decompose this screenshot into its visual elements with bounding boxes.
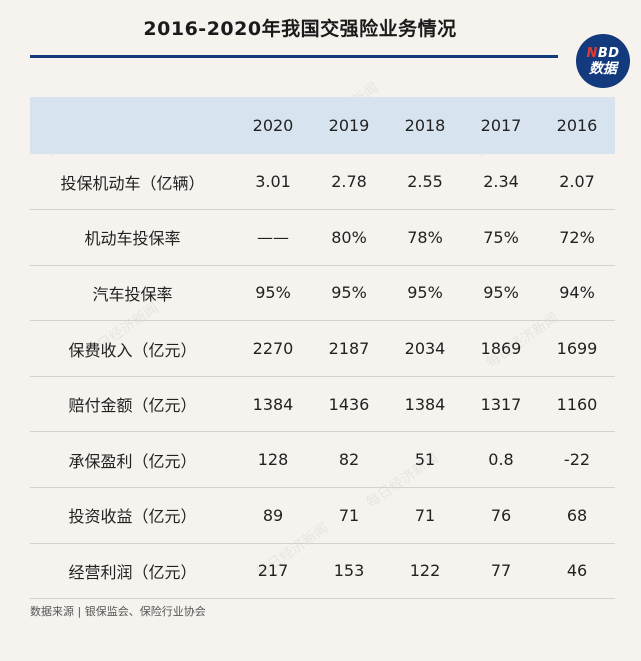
table-cell: 78%	[407, 227, 443, 247]
column-header-year: 2017	[480, 116, 522, 135]
column-header-year: 2018	[404, 116, 446, 135]
table-row: 保费收入（亿元） 2270 2187 2034 1869 1699	[30, 321, 615, 377]
table-cell: 76	[490, 505, 512, 525]
table-cell: 1160	[556, 394, 598, 414]
row-label: 机动车投保率	[84, 229, 181, 249]
table-cell: 0.8	[488, 450, 514, 470]
table-cell: 2270	[252, 339, 294, 359]
title-underline	[30, 55, 558, 58]
row-label: 汽车投保率	[92, 284, 173, 304]
table-cell: 72%	[559, 227, 595, 247]
page-title: 2016-2020年我国交强险业务情况	[143, 18, 457, 40]
table-row: 机动车投保率 —— 80% 78% 75% 72%	[30, 210, 615, 266]
table-cell: 95%	[255, 283, 291, 303]
table-header-row: 2020 2019 2018 2017 2016	[30, 97, 615, 154]
table-cell: 94%	[559, 283, 595, 303]
table-row: 赔付金额（亿元） 1384 1436 1384 1317 1160	[30, 376, 615, 432]
table-cell: 122	[409, 561, 441, 581]
table-cell: 75%	[483, 227, 519, 247]
table-row: 投资收益（亿元） 89 71 71 76 68	[30, 488, 615, 544]
table-row: 投保机动车（亿辆） 3.01 2.78 2.55 2.34 2.07	[30, 154, 615, 210]
table-cell: 1384	[404, 394, 446, 414]
table-cell: 3.01	[255, 172, 291, 192]
header-corner	[30, 97, 235, 154]
nbd-logo: NBD 数据	[576, 34, 630, 88]
table-cell: 217	[257, 561, 289, 581]
table-cell: 1436	[328, 394, 370, 414]
row-label: 赔付金额（亿元）	[68, 396, 197, 416]
table-cell: -22	[563, 450, 591, 470]
table-cell: 1317	[480, 394, 522, 414]
table-cell: 153	[333, 561, 365, 581]
table-cell: 77	[490, 561, 512, 581]
logo-subtitle: 数据	[589, 60, 617, 77]
table-cell: 128	[257, 450, 289, 470]
table-cell: 1699	[556, 339, 598, 359]
row-label: 保费收入（亿元）	[68, 340, 197, 360]
table-cell: 80%	[331, 227, 367, 247]
logo-letters-bd: BD	[597, 45, 620, 61]
column-header-year: 2019	[328, 116, 370, 135]
table-row: 汽车投保率 95% 95% 95% 95% 94%	[30, 265, 615, 321]
table-cell: 46	[566, 561, 588, 581]
data-table: 2020 2019 2018 2017 2016 投保机动车（亿辆） 3.01 2.78 2.…	[30, 97, 615, 599]
table-cell: 95%	[407, 283, 443, 303]
table-cell: 2034	[404, 339, 446, 359]
table-cell: 95%	[483, 283, 519, 303]
table-row: 经营利润（亿元） 217 153 122 77 46	[30, 543, 615, 599]
table-cell: 71	[338, 505, 360, 525]
logo-letters: NBD	[586, 47, 619, 60]
logo-letter-n: N	[586, 45, 598, 61]
table-cell: 89	[262, 505, 284, 525]
row-label: 投保机动车（亿辆）	[60, 173, 205, 193]
column-header-year: 2020	[252, 116, 294, 135]
source-note: 数据来源 | 银保监会、保险行业协会	[30, 605, 206, 618]
table-cell: 1869	[480, 339, 522, 359]
table-cell: 2.78	[331, 172, 367, 192]
row-label: 承保盈利（亿元）	[68, 451, 197, 471]
table-cell: 2.55	[407, 172, 443, 192]
row-label: 经营利润（亿元）	[68, 562, 197, 582]
row-label: 投资收益（亿元）	[68, 507, 197, 527]
table-cell: 68	[566, 505, 588, 525]
table-cell: 2.07	[559, 172, 595, 192]
table-row: 承保盈利（亿元） 128 82 51 0.8 -22	[30, 432, 615, 488]
table-cell: 2187	[328, 339, 370, 359]
table-cell: ——	[257, 227, 289, 247]
table-cell: 82	[338, 450, 360, 470]
table-cell: 2.34	[483, 172, 519, 192]
table-cell: 95%	[331, 283, 367, 303]
column-header-year: 2016	[556, 116, 598, 135]
table-cell: 1384	[252, 394, 294, 414]
table-cell: 71	[414, 505, 436, 525]
table-cell: 51	[414, 450, 436, 470]
